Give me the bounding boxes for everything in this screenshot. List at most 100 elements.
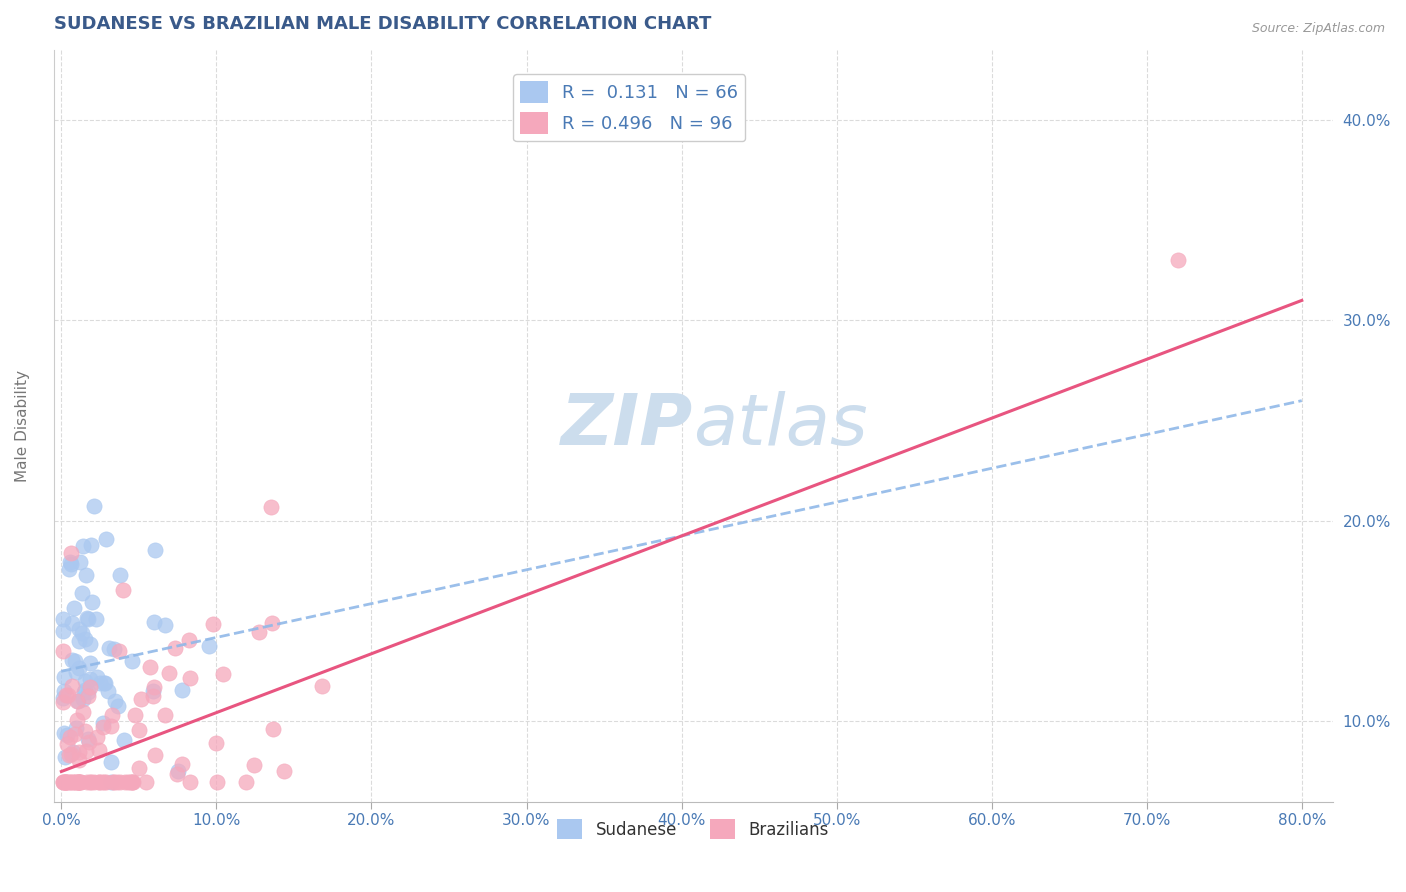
Point [59, 730, 82, 744]
Text: ZIP: ZIP [561, 392, 693, 460]
Point [259, 500, 281, 514]
Point [67, 774, 90, 789]
Point [52, 691, 75, 706]
Point [122, 774, 145, 789]
Point [56, 689, 79, 703]
Point [135, 774, 157, 789]
Point [67, 622, 90, 636]
Point [72, 691, 94, 706]
Point [103, 641, 125, 656]
Y-axis label: Male Disability: Male Disability [15, 369, 30, 482]
Point [53, 726, 76, 740]
Point [58, 774, 80, 789]
Point [67, 745, 90, 759]
Point [83, 499, 105, 513]
Point [55, 688, 77, 702]
Point [139, 659, 162, 673]
Point [107, 699, 129, 714]
Point [75, 632, 97, 646]
Point [52, 774, 75, 789]
Point [59, 557, 82, 571]
Point [60, 679, 83, 693]
Point [114, 733, 136, 747]
Point [77, 735, 100, 749]
Point [62, 745, 84, 759]
Point [84, 612, 107, 626]
Point [53, 750, 76, 764]
Point [52, 624, 75, 639]
Point [124, 707, 146, 722]
Point [82, 595, 104, 609]
Point [70, 774, 93, 789]
Point [53, 670, 76, 684]
Point [118, 774, 141, 789]
Point [1167, 253, 1189, 268]
Point [76, 611, 98, 625]
Point [79, 637, 101, 651]
Point [86, 731, 108, 745]
Text: SUDANESE VS BRAZILIAN MALE DISABILITY CORRELATION CHART: SUDANESE VS BRAZILIAN MALE DISABILITY CO… [53, 15, 711, 33]
Point [67, 753, 90, 767]
Point [63, 774, 86, 789]
Point [247, 624, 270, 639]
Point [129, 692, 152, 706]
Point [69, 774, 91, 789]
Point [67, 774, 90, 789]
Point [62, 774, 84, 789]
Point [101, 774, 124, 789]
Point [52, 695, 75, 709]
Point [108, 774, 131, 789]
Point [55, 774, 77, 789]
Point [100, 719, 122, 733]
Point [58, 747, 80, 762]
Point [56, 728, 79, 742]
Point [87, 774, 110, 789]
Point [108, 644, 131, 658]
Point [155, 708, 177, 723]
Point [60, 653, 83, 667]
Point [56, 737, 79, 751]
Point [58, 562, 80, 576]
Point [52, 774, 75, 789]
Point [80, 539, 103, 553]
Point [143, 680, 166, 694]
Point [79, 657, 101, 671]
Point [143, 615, 166, 629]
Point [157, 665, 180, 680]
Point [114, 774, 136, 789]
Point [153, 618, 176, 632]
Point [67, 774, 90, 789]
Point [83, 774, 105, 789]
Point [170, 683, 193, 698]
Point [94, 774, 117, 789]
Point [77, 685, 100, 699]
Point [67, 774, 90, 789]
Point [87, 774, 110, 789]
Point [262, 722, 284, 736]
Point [205, 774, 228, 789]
Point [94, 675, 117, 690]
Point [59, 774, 82, 789]
Point [111, 583, 134, 598]
Point [107, 774, 129, 789]
Point [198, 639, 221, 653]
Point [142, 684, 165, 698]
Point [143, 543, 166, 558]
Point [103, 774, 125, 789]
Point [93, 676, 115, 690]
Point [93, 774, 115, 789]
Point [63, 600, 86, 615]
Point [128, 762, 150, 776]
Point [77, 732, 100, 747]
Point [67, 634, 90, 648]
Point [59, 555, 82, 569]
Point [104, 694, 127, 708]
Point [53, 683, 76, 698]
Point [80, 774, 103, 789]
Point [63, 654, 86, 668]
Point [75, 744, 97, 758]
Point [63, 774, 86, 789]
Point [73, 683, 96, 698]
Point [73, 674, 96, 689]
Point [73, 685, 96, 699]
